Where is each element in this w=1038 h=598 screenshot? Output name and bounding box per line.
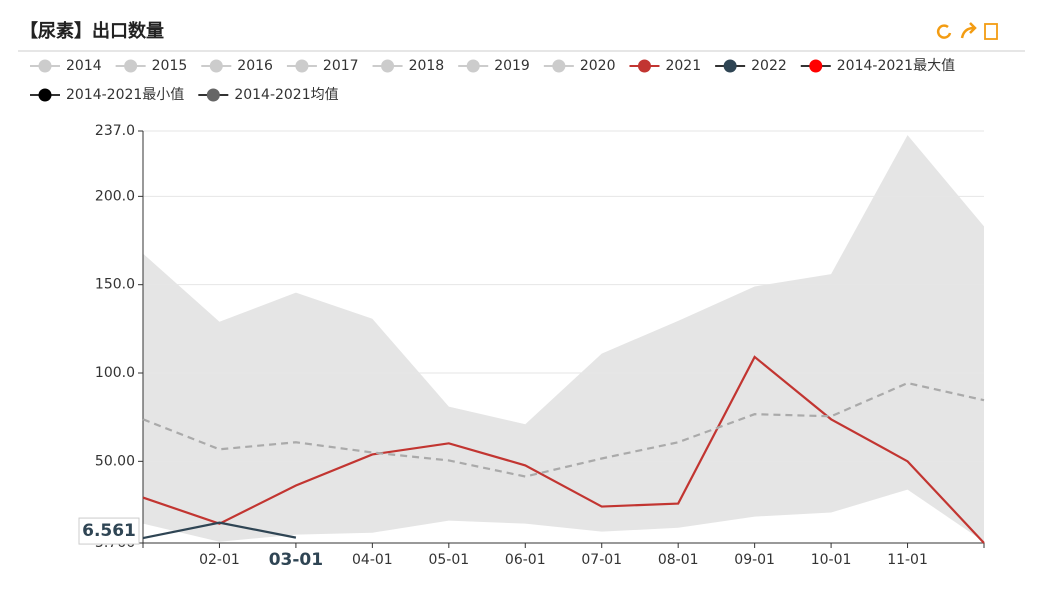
legend-label: 2014 (66, 58, 102, 74)
legend-dot (38, 59, 52, 73)
x-tick-label: 10-01 (811, 552, 852, 568)
legend-item[interactable]: 2019 (458, 58, 530, 74)
x-tick-label: 04-01 (352, 552, 393, 568)
legend-item[interactable]: 2020 (543, 58, 616, 74)
legend-dot (38, 88, 52, 102)
chart-title: 【尿素】出口数量 (20, 20, 164, 42)
legend-label: 2022 (751, 58, 787, 74)
legend-dot (723, 59, 737, 73)
y-tick-label: 150.0 (95, 277, 135, 293)
legend-dot (381, 59, 395, 73)
legend-item[interactable]: 2015 (115, 58, 188, 74)
legend-item[interactable]: 2016 (201, 58, 273, 74)
legend-dot (466, 59, 480, 73)
legend-item[interactable]: 2014-2021最小值 (30, 87, 184, 103)
legend-label: 2015 (152, 58, 188, 74)
legend-dot (124, 59, 138, 73)
y-tick-label: 100.0 (95, 365, 135, 381)
y-tick-label: 237.0 (95, 123, 135, 139)
legend-dot (809, 59, 823, 73)
band-max (143, 135, 984, 543)
legend-label: 2018 (409, 58, 445, 74)
x-tick-label: 07-01 (581, 552, 622, 568)
legend-item[interactable]: 2014-2021最大值 (800, 58, 955, 74)
band-min (143, 489, 984, 543)
legend-item[interactable]: 2018 (372, 58, 445, 74)
tooltip-value: 6.561 (82, 521, 136, 541)
legend-item[interactable]: 2022 (715, 58, 787, 74)
legend-dot (209, 59, 223, 73)
x-tick-label: 11-01 (887, 552, 928, 568)
legend-item[interactable]: 2014-2021均值 (198, 87, 339, 103)
legend-item[interactable]: 2017 (286, 58, 359, 74)
mean-line (142, 381, 985, 478)
tooltip-box (78, 517, 140, 545)
legend-dot (206, 88, 220, 102)
x-tick-label: 02-01 (199, 552, 240, 568)
share-icon[interactable] (960, 22, 977, 39)
legend-label: 2019 (494, 58, 530, 74)
legend-dot (637, 59, 651, 73)
legend-label: 2020 (580, 58, 616, 74)
x-tick-label: 03-01 (269, 550, 323, 570)
y-tick-label: 50.00 (95, 453, 135, 469)
toolbox[interactable] (936, 22, 998, 40)
legend-label: 2014-2021最小值 (66, 87, 184, 103)
x-tick-label: 09-01 (734, 552, 775, 568)
x-tick-label: 08-01 (658, 552, 699, 568)
series-line (142, 355, 985, 544)
legend-label: 2014-2021最大值 (837, 58, 955, 74)
refresh-icon[interactable] (936, 24, 952, 39)
legend-item[interactable]: 2014 (30, 58, 102, 74)
y-tick-label: 200.0 (95, 188, 135, 204)
legend-label: 2016 (237, 58, 273, 74)
legend-item[interactable]: 2021 (629, 58, 701, 74)
legend-dot (552, 59, 566, 73)
series-line (142, 521, 297, 540)
save-icon[interactable] (984, 23, 998, 40)
legend-dot (295, 59, 309, 73)
x-tick-label: 06-01 (505, 552, 546, 568)
x-tick-label: 05-01 (428, 552, 469, 568)
legend-label: 2017 (323, 58, 359, 74)
legend-label: 2021 (665, 58, 701, 74)
legend-label: 2014-2021均值 (234, 87, 338, 103)
